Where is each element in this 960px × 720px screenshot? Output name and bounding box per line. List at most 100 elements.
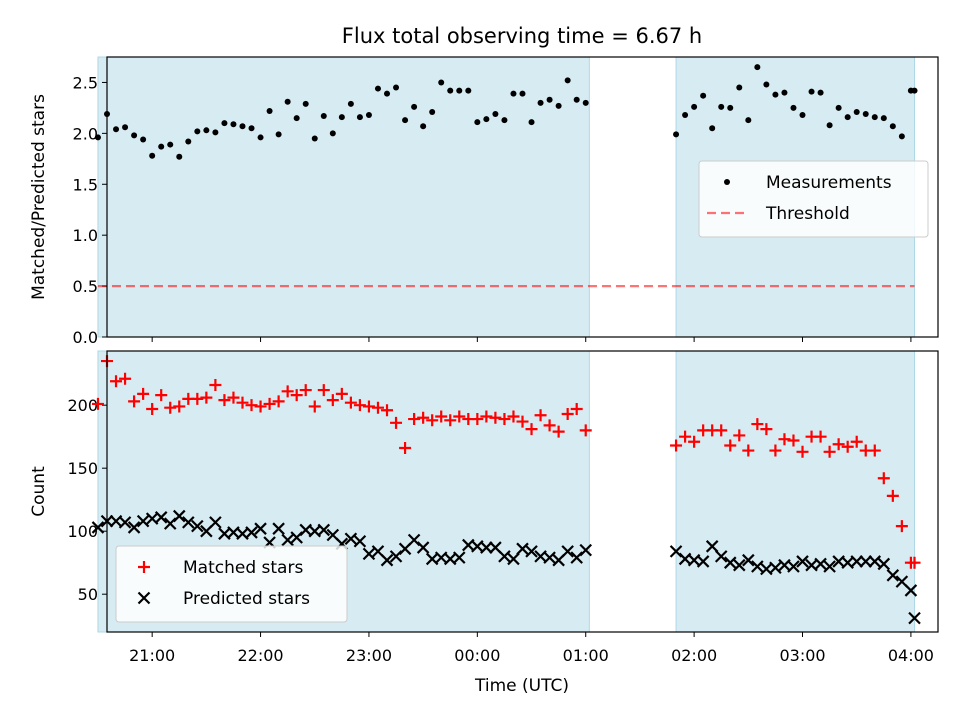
x-axis-label: Time (UTC) <box>474 676 569 696</box>
matched-point <box>426 414 439 427</box>
matched-point <box>227 391 240 404</box>
predicted-point <box>543 551 556 564</box>
matched-point <box>670 439 683 452</box>
predicted-point <box>877 557 891 571</box>
matched-point <box>886 489 899 502</box>
measurement-point <box>275 131 282 138</box>
matched-point <box>679 430 692 443</box>
measurement-point <box>564 77 571 84</box>
measurement-point <box>311 135 318 142</box>
matched-point <box>498 413 511 426</box>
measurement-point <box>429 108 436 115</box>
matched-point <box>128 395 141 408</box>
matched-point <box>245 399 258 412</box>
measurement-point <box>438 79 445 86</box>
observing-window <box>675 350 916 633</box>
measurement-point <box>808 88 815 95</box>
measurement-point <box>257 134 264 141</box>
matched-point <box>688 435 701 448</box>
predicted-point <box>254 522 267 535</box>
predicted-point <box>742 553 755 567</box>
measurement-point <box>799 112 806 119</box>
predicted-point <box>480 541 493 554</box>
measurement-point <box>781 89 788 96</box>
predicted-point <box>209 516 222 529</box>
matched-point <box>570 402 583 415</box>
matched-point <box>236 396 249 409</box>
matched-point <box>543 419 556 432</box>
x-tick-label: 21:00 <box>129 646 175 665</box>
measurement-point <box>230 121 237 128</box>
matched-point <box>390 416 403 429</box>
predicted-point <box>561 545 574 558</box>
measurement-point <box>817 89 824 96</box>
measurement-point <box>420 123 427 130</box>
matched-point <box>480 410 493 423</box>
predicted-point <box>344 532 358 546</box>
y-tick-label: 2.5 <box>73 73 98 92</box>
predicted-point <box>850 555 863 568</box>
chart-title: Flux total observing time = 6.67 h <box>342 24 702 48</box>
matched-point <box>344 396 357 409</box>
predicted-point <box>525 545 538 558</box>
observing-window <box>97 56 590 338</box>
matched-point <box>137 387 150 400</box>
matched-point <box>308 400 321 413</box>
predicted-point <box>182 516 195 529</box>
matched-point <box>877 472 890 485</box>
matched-point <box>299 384 312 397</box>
predicted-point <box>886 569 900 582</box>
measurement-point <box>727 104 734 111</box>
matched-point <box>281 385 294 398</box>
matched-point <box>850 435 863 448</box>
predicted-point <box>814 557 827 571</box>
matched-point <box>841 440 854 453</box>
matched-point <box>110 375 123 388</box>
matched-point <box>895 520 908 533</box>
x-tick-label: 01:00 <box>563 646 609 665</box>
measurement-point <box>113 126 120 133</box>
measurement-point <box>149 152 156 159</box>
count-panel: 50 100 150 200 21:00 22:00 23:00 00:00 01:00 02:0… <box>29 350 939 665</box>
matched-point <box>317 384 330 397</box>
measurement-point <box>853 108 860 115</box>
measurement-point <box>194 128 201 135</box>
predicted-point <box>281 533 294 547</box>
predicted-point <box>579 543 593 557</box>
matched-point <box>561 408 574 421</box>
matched-point <box>552 425 565 438</box>
legend-box <box>698 160 929 238</box>
predicted-point <box>705 540 719 553</box>
measurement-point <box>374 85 381 92</box>
measurement-point <box>790 104 797 111</box>
y-axis-label: Count <box>29 466 49 517</box>
measurement-point <box>682 112 689 119</box>
matched-point <box>155 389 168 402</box>
measurement-point <box>248 125 255 132</box>
predicted-point <box>868 555 882 568</box>
matched-point <box>579 424 592 437</box>
measurement-point <box>573 96 580 103</box>
matched-point <box>908 556 921 569</box>
matched-point <box>516 415 529 428</box>
predicted-point <box>823 560 836 573</box>
predicted-point <box>908 611 921 625</box>
matched-point <box>489 411 502 424</box>
matched-point <box>381 404 394 417</box>
predicted-point <box>796 555 809 568</box>
matched-point <box>326 394 339 407</box>
predicted-point <box>272 522 285 535</box>
measurement-point <box>221 120 228 127</box>
measurement-point <box>185 138 192 145</box>
legend-label: Predicted stars <box>183 589 310 609</box>
measurement-point <box>483 116 490 123</box>
axes-frame <box>106 350 939 633</box>
matched-point <box>91 397 104 410</box>
predicted-point <box>172 509 186 523</box>
matched-point <box>290 389 303 402</box>
matched-point <box>218 394 231 407</box>
matched-point <box>796 445 809 458</box>
x-tick-label: 22:00 <box>237 646 283 665</box>
measurement-point <box>320 113 327 120</box>
matched-point <box>200 391 213 404</box>
